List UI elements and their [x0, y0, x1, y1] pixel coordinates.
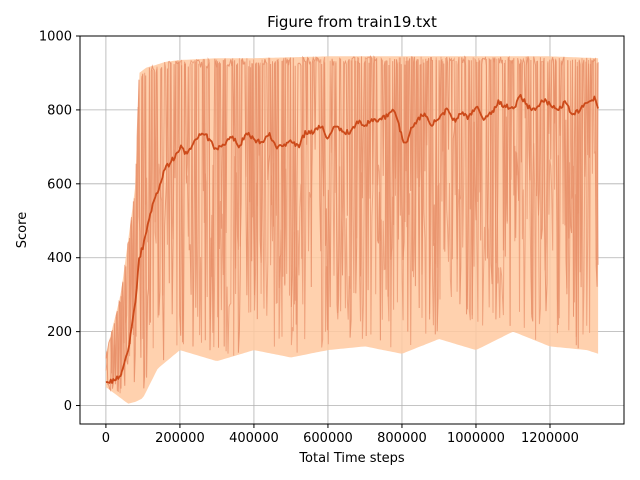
axis-ticks: 0 200000 400000 600000 800000 1000000 1200000 0… [39, 30, 579, 447]
x-axis-label: Total Time steps [298, 451, 405, 466]
x-tick-label: 800000 [377, 431, 427, 446]
mean-score-line [105, 93, 599, 384]
x-tick-label: 200000 [155, 431, 205, 446]
x-tick-label: 0 [102, 431, 110, 446]
episode-trace-a [105, 55, 599, 392]
y-axis-label: Score [15, 212, 30, 248]
y-tick-label: 0 [64, 399, 72, 414]
x-tick-label: 1000000 [447, 431, 505, 446]
y-tick-label: 600 [47, 177, 72, 192]
y-tick-label: 200 [47, 325, 72, 340]
y-tick-label: 400 [47, 251, 72, 266]
y-tick-label: 800 [47, 103, 72, 118]
episode-trace-b [105, 55, 599, 394]
x-tick-label: 600000 [303, 431, 353, 446]
plot-frame [79, 35, 625, 425]
mean-score-path [105, 93, 599, 384]
x-tick-label: 1200000 [521, 431, 579, 446]
episode-score-traces [105, 55, 599, 394]
x-tick-label: 400000 [229, 431, 279, 446]
chart-title: Figure from train19.txt [267, 13, 437, 31]
y-tick-label: 1000 [39, 30, 72, 45]
